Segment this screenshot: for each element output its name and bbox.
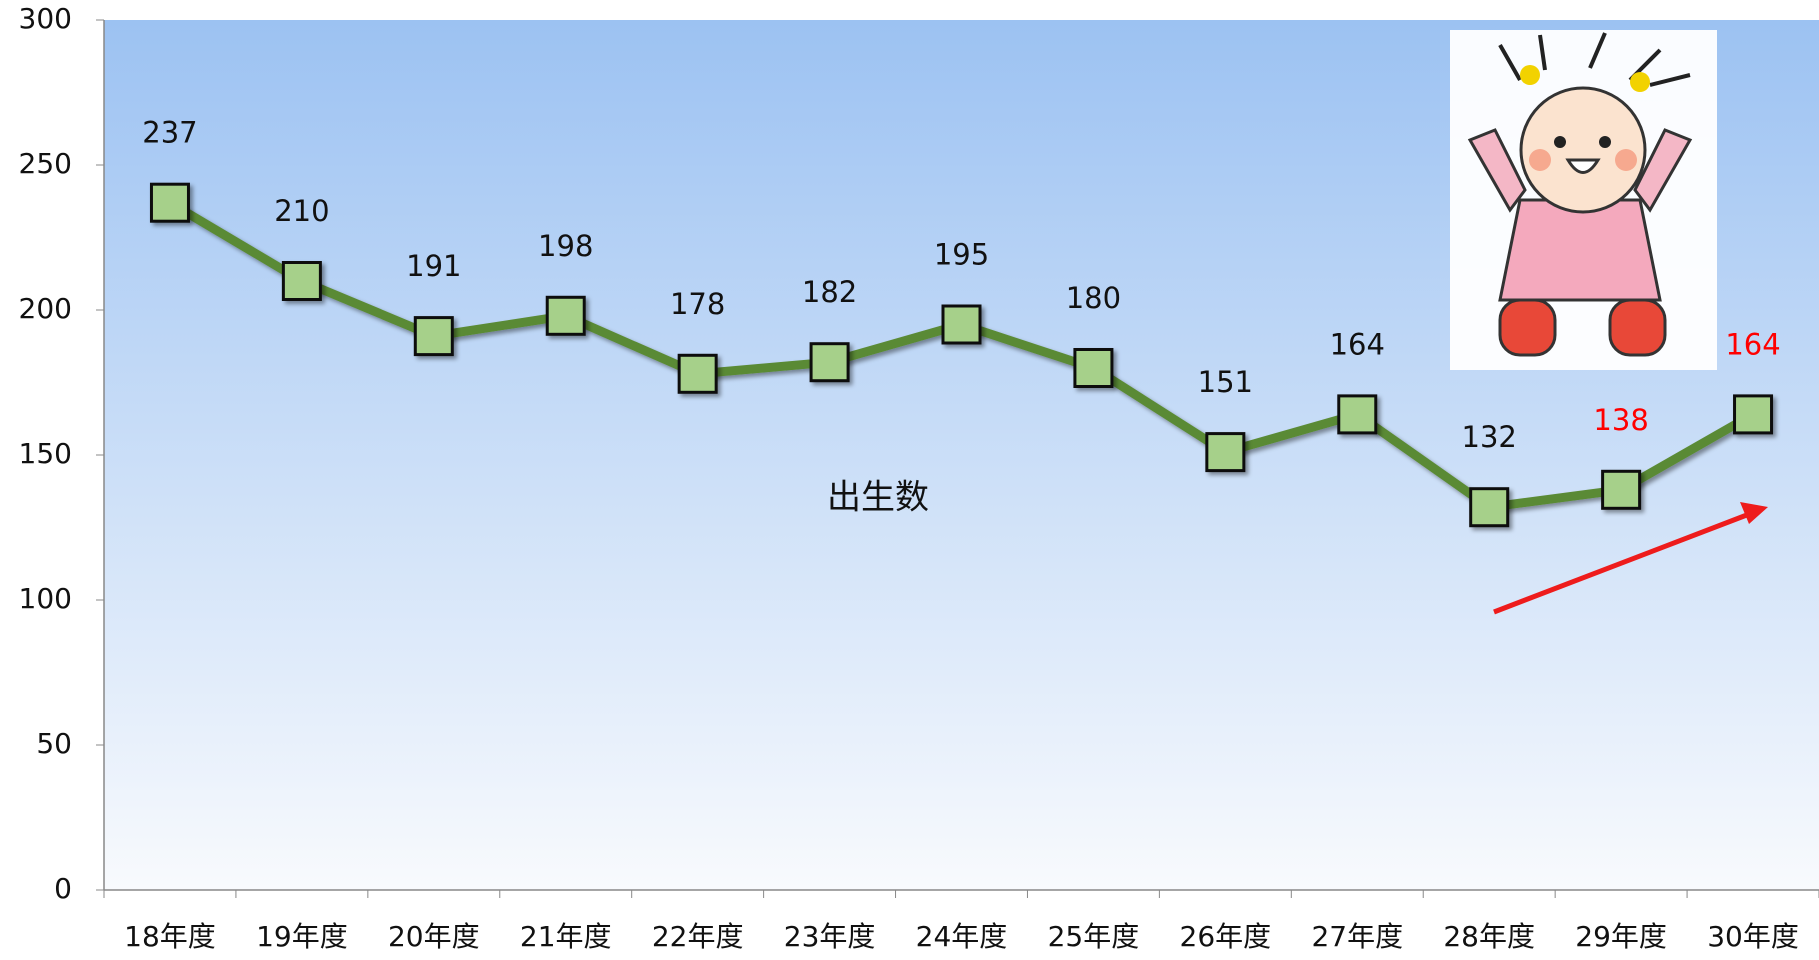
x-tick-label: 28年度 [1443,920,1535,953]
value-label: 132 [1462,420,1517,454]
x-tick-label: 30年度 [1707,920,1799,953]
x-tick-label: 18年度 [124,920,216,953]
value-label: 191 [406,249,461,283]
marker [1733,394,1774,435]
value-label: 210 [274,194,329,228]
x-tick-label: 21年度 [520,920,612,953]
value-label: 164 [1725,327,1780,361]
marker [1337,394,1378,435]
marker [545,295,586,336]
value-label: 178 [670,287,725,321]
x-tick-label: 22年度 [652,920,744,953]
value-label: 182 [802,275,857,309]
value-label: 237 [142,116,197,150]
y-tick-label: 250 [19,147,72,180]
marker [1601,469,1642,510]
marker [1073,348,1114,388]
y-tick-label: 100 [19,582,72,615]
x-tick-label: 27年度 [1311,920,1403,953]
y-tick-label: 200 [19,292,72,325]
x-tick-label: 29年度 [1575,920,1667,953]
value-label: 195 [934,238,989,272]
x-tick-label: 24年度 [916,920,1008,953]
marker [1205,432,1246,473]
series-label: 出生数 [827,478,929,518]
value-label: 164 [1330,327,1385,361]
marker [1469,487,1510,528]
value-label: 180 [1066,281,1121,315]
x-tick-label: 20年度 [388,920,480,953]
x-tick-label: 19年度 [256,920,348,953]
marker [149,182,190,223]
trend-arrow [1493,502,1768,615]
value-label: 151 [1198,365,1253,399]
value-label: 138 [1593,403,1648,437]
y-tick-label: 50 [36,727,72,760]
marker [941,304,982,345]
value-label: 198 [538,229,593,263]
illustration [1450,30,1717,370]
x-tick-label: 25年度 [1048,920,1140,953]
x-tick-label: 23年度 [784,920,876,953]
marker [677,353,718,394]
marker [413,316,454,357]
marker [809,342,850,383]
y-tick-label: 0 [54,872,72,905]
y-tick-label: 300 [19,2,72,35]
marker [281,261,322,301]
x-tick-label: 26年度 [1180,920,1272,953]
y-tick-label: 150 [19,437,72,470]
